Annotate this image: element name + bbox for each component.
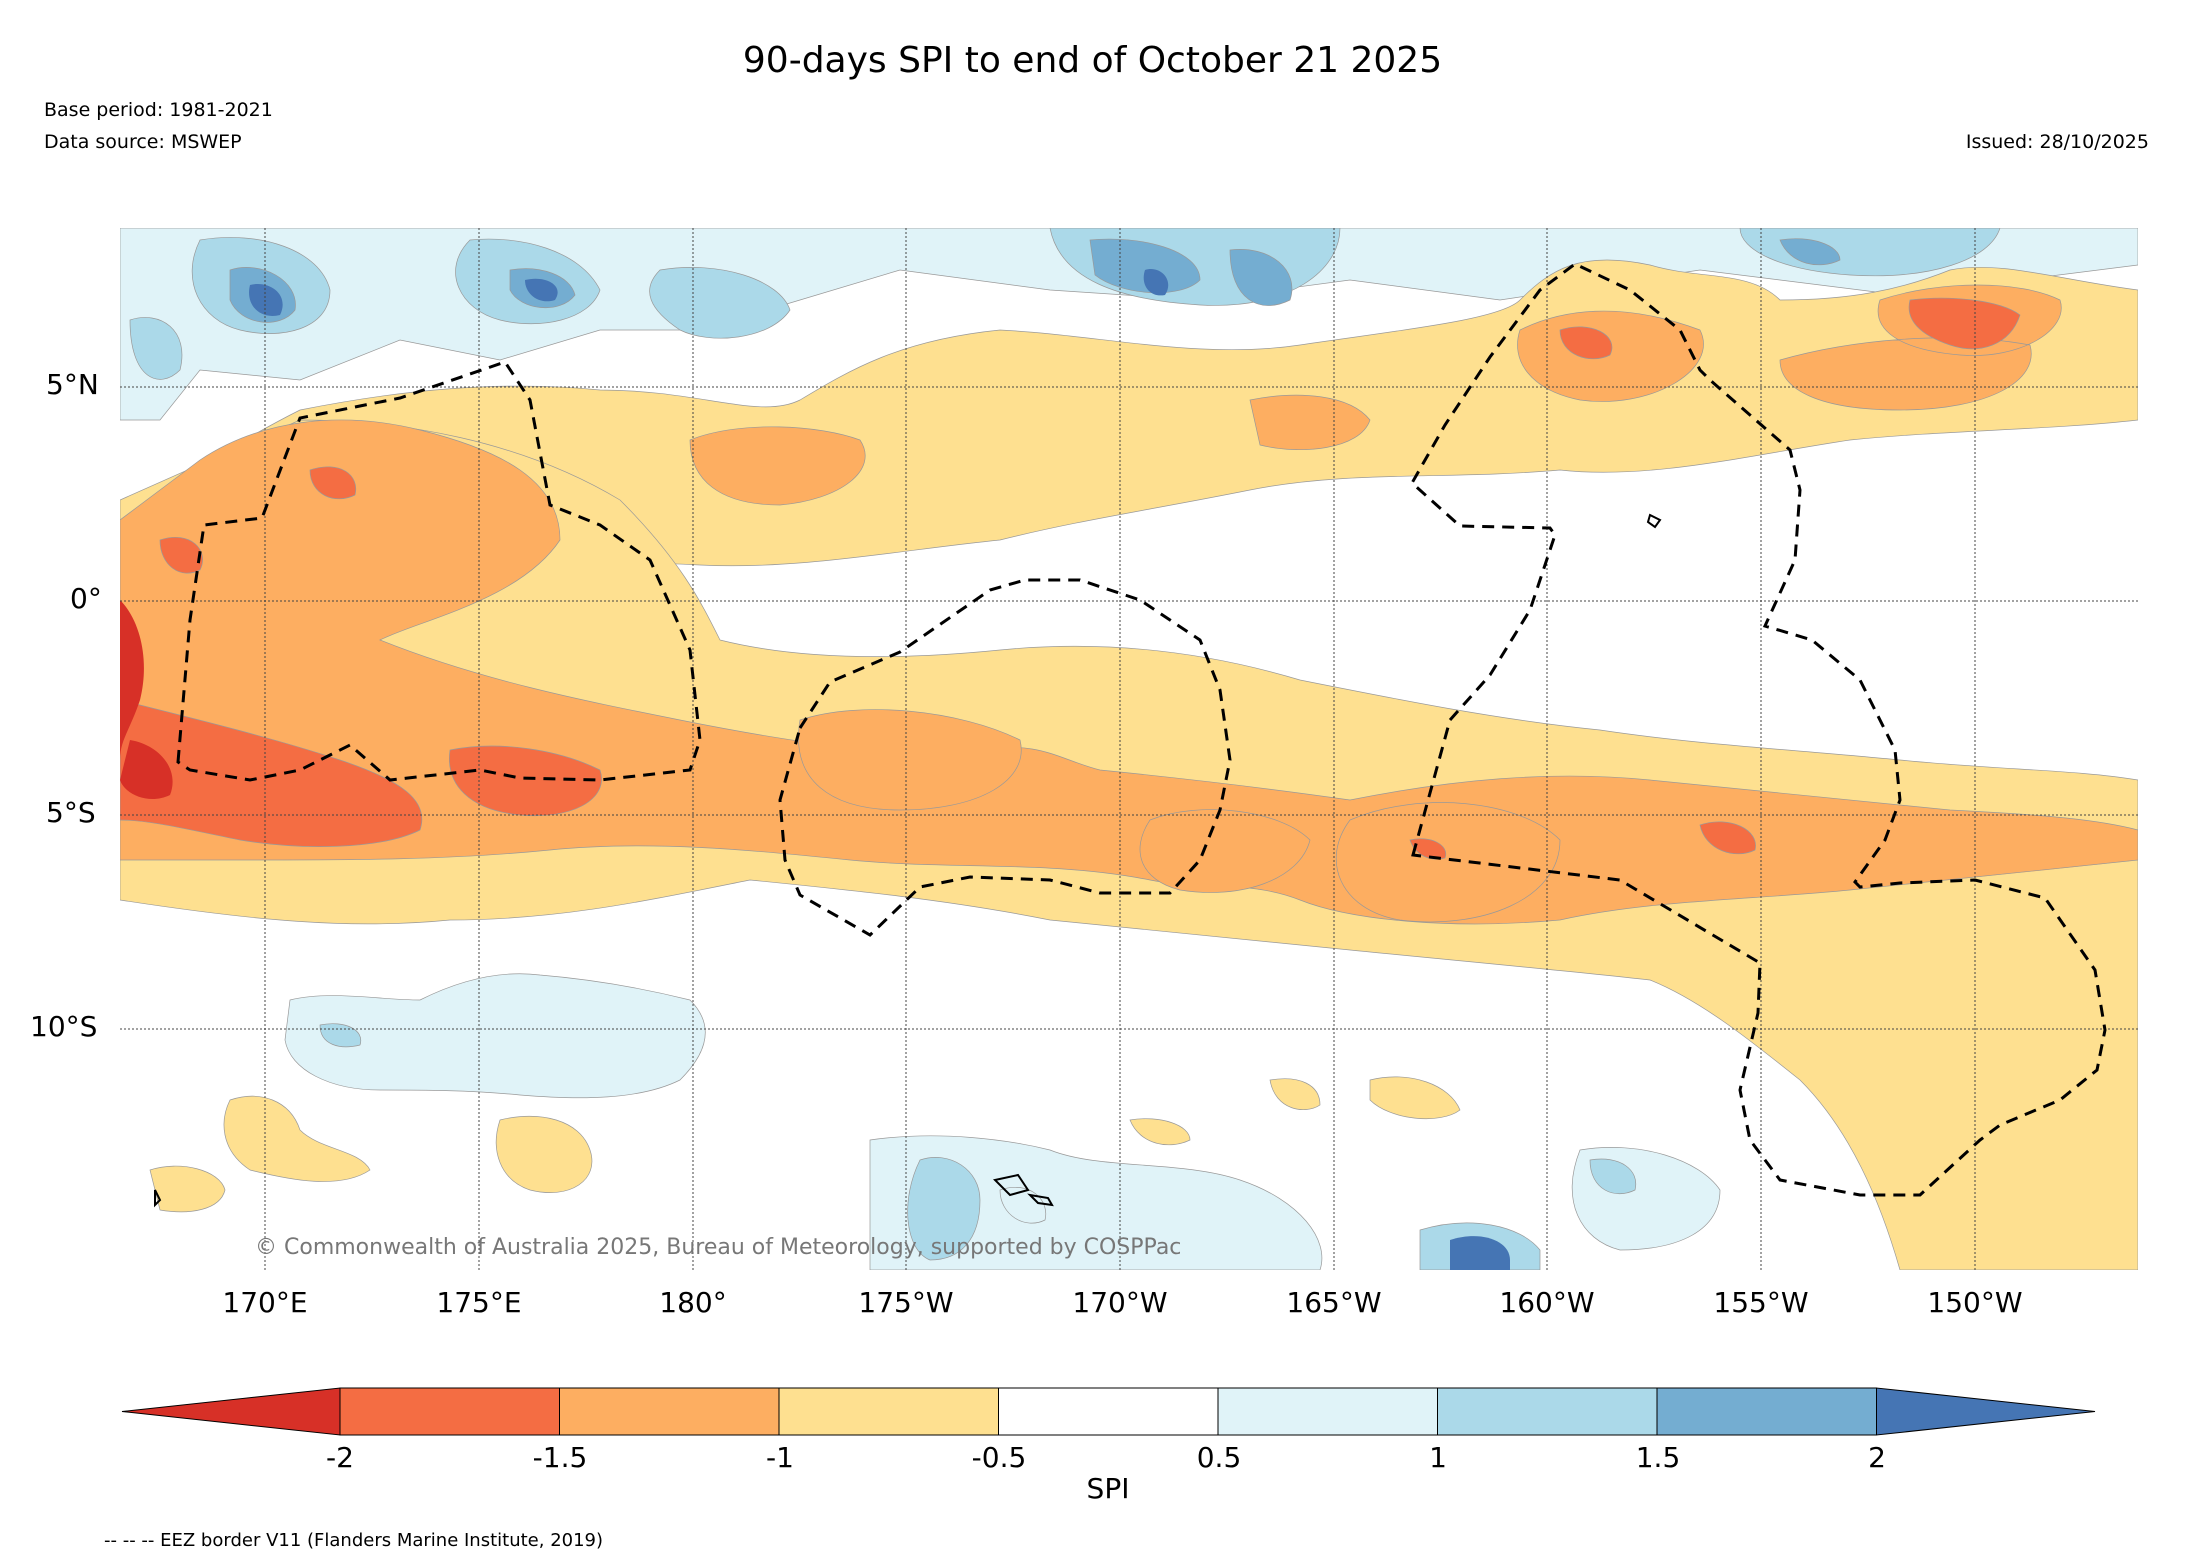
lat-label-5n: 5°N — [46, 368, 99, 401]
wet-region-north-stronger — [229, 238, 1841, 323]
eez-legend-note: -- -- -- EEZ border V11 (Flanders Marine… — [104, 1530, 604, 1551]
wet-region-south-strong — [319, 1023, 1637, 1270]
lon-label-155w: 155°W — [1713, 1286, 1809, 1319]
copyright-text: © Commonwealth of Australia 2025, Bureau… — [255, 1235, 1181, 1260]
colorbar-tick: 0.5 — [1196, 1441, 1242, 1474]
colorbar-segment — [1437, 1387, 1658, 1436]
colorbar-segment — [559, 1387, 780, 1436]
dry-blob-moderate — [689, 284, 2062, 923]
colorbar-tick: 2 — [1868, 1441, 1886, 1474]
lon-label-150w: 150°W — [1927, 1286, 2023, 1319]
lon-label-175w: 175°W — [858, 1286, 954, 1319]
dry-region-strong — [120, 297, 2021, 860]
spi-field: © Commonwealth of Australia 2025, Bureau… — [120, 228, 2138, 1270]
colorbar-tick: -0.5 — [971, 1441, 1027, 1474]
issued-date: Issued: 28/10/2025 — [1965, 131, 2149, 153]
eez-borders — [176, 262, 2107, 1197]
lon-label-170w: 170°W — [1072, 1286, 1168, 1319]
colorbar-tick: 1 — [1429, 1441, 1447, 1474]
colorbar-segment — [339, 1387, 560, 1436]
dry-region-moderate — [120, 419, 2138, 925]
colorbar-tick: 1.5 — [1635, 1441, 1681, 1474]
colorbar-tick: -1.5 — [532, 1441, 588, 1474]
lon-label-170e: 170°E — [222, 1286, 308, 1319]
colorbar-extend-min — [121, 1387, 341, 1436]
lon-label-165w: 165°W — [1286, 1286, 1382, 1319]
colorbar-tick: -2 — [326, 1441, 354, 1474]
lon-label-160w: 160°W — [1499, 1286, 1595, 1319]
wet-region-south-strongest — [1450, 1236, 1510, 1270]
island-outlines — [154, 513, 1662, 1208]
colorbar-segment — [778, 1387, 999, 1436]
colorbar-tick: -1 — [766, 1441, 794, 1474]
wet-region-south — [284, 973, 1721, 1270]
colorbar-extend-max — [1876, 1387, 2096, 1436]
dry-blobs-south — [149, 1076, 1461, 1213]
data-source: Data source: MSWEP — [44, 131, 242, 153]
colorbar-segment — [1656, 1387, 1877, 1436]
lat-label-5s: 5°S — [46, 796, 96, 829]
lat-label-0: 0° — [70, 582, 102, 615]
colorbar-segment — [1217, 1387, 1438, 1436]
colorbar — [121, 1387, 2096, 1436]
dry-region-extreme — [120, 600, 173, 800]
lon-label-180: 180° — [659, 1286, 727, 1319]
colorbar-title: SPI — [1086, 1472, 1130, 1505]
map-title: 90-days SPI to end of October 21 2025 — [742, 40, 1443, 81]
lon-label-175e: 175°E — [436, 1286, 522, 1319]
colorbar-segment — [998, 1387, 1219, 1436]
lat-label-10s: 10°S — [30, 1010, 98, 1043]
base-period: Base period: 1981-2021 — [44, 99, 273, 121]
gridlines — [120, 228, 2138, 1270]
